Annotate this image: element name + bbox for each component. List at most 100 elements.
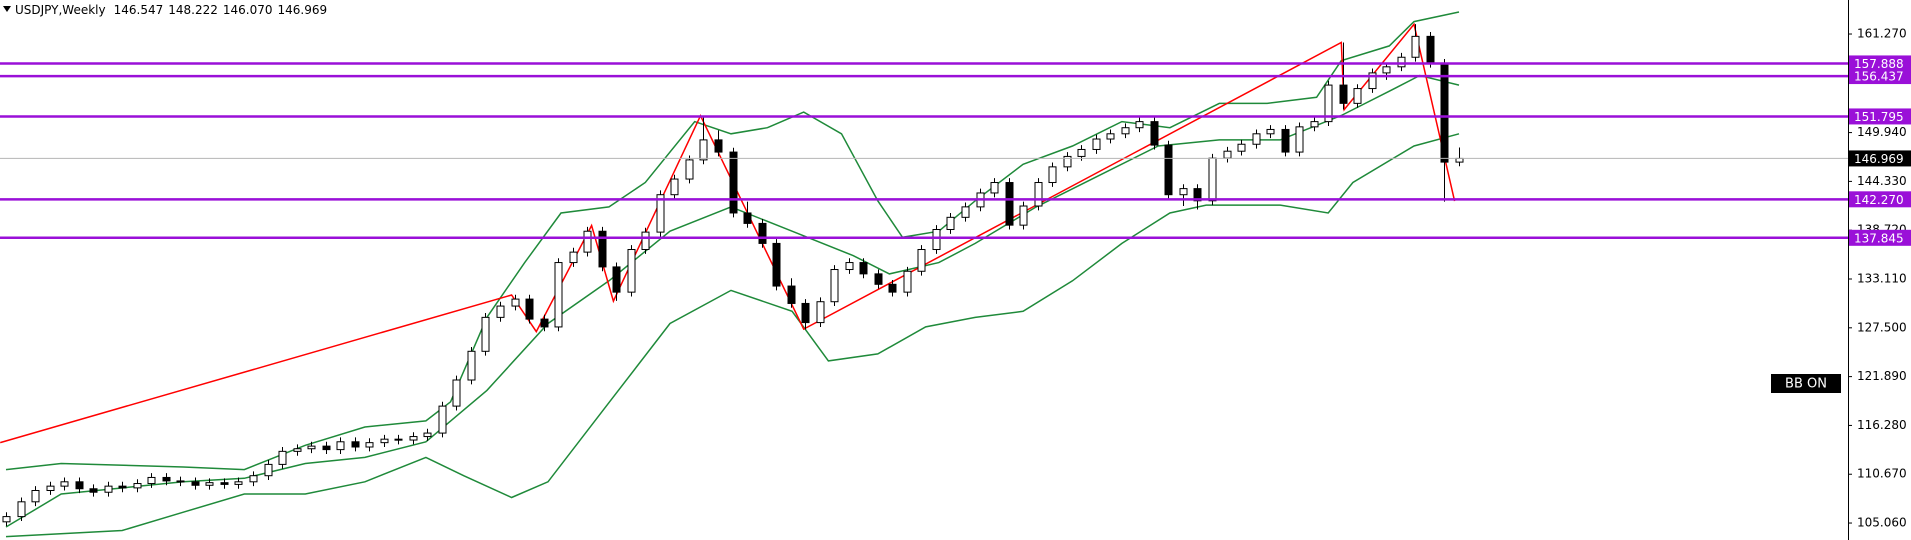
header-open: 146.547 — [114, 3, 164, 17]
candle-body — [540, 318, 549, 328]
candle-body — [1382, 66, 1391, 74]
candle-body — [1266, 128, 1275, 135]
candle-body — [932, 229, 941, 251]
candle-body — [467, 350, 476, 381]
candle-body — [394, 438, 403, 441]
candle-body — [1397, 56, 1406, 68]
price-axis: 161.270149.940144.330138.720133.110127.5… — [1848, 0, 1907, 540]
candle-body — [670, 178, 679, 196]
candle-body — [409, 436, 418, 441]
candle-body — [249, 475, 258, 483]
candle-body — [176, 480, 185, 483]
candle-body — [1208, 157, 1217, 202]
candle-body — [205, 482, 214, 486]
header-text: USDJPY,Weekly 146.547 148.222 146.070 146.96… — [15, 3, 327, 17]
candle-body — [2, 516, 11, 523]
bollinger-band — [5, 74, 1460, 528]
y-tick-label: 116.280 — [1857, 418, 1907, 432]
candle-body — [961, 206, 970, 218]
candle-body — [46, 485, 55, 491]
bollinger-band — [5, 11, 1460, 471]
level-label: 142.270 — [1854, 193, 1904, 207]
header: USDJPY,Weekly 146.547 148.222 146.070 146.96… — [3, 3, 327, 17]
level-label: 157.888 — [1854, 57, 1904, 71]
header-close: 146.969 — [277, 3, 327, 17]
candle-body — [147, 476, 156, 485]
candle-body — [758, 222, 767, 244]
candle-body — [830, 269, 839, 303]
candle-body — [816, 301, 825, 324]
candle-body — [1339, 84, 1348, 104]
candle-body — [612, 266, 621, 293]
menu-arrow[interactable] — [3, 6, 11, 12]
candle-body — [481, 316, 490, 352]
candle-body — [1019, 205, 1028, 226]
candle-body — [1135, 121, 1144, 129]
y-tick-label: 127.500 — [1857, 320, 1907, 334]
candle-body — [1223, 150, 1232, 159]
candle-body — [1106, 133, 1115, 140]
candle-body — [525, 298, 534, 320]
candle-body — [60, 481, 69, 487]
y-tick-label: 161.270 — [1857, 27, 1907, 41]
y-tick-label: 133.110 — [1857, 272, 1907, 286]
candle-body — [656, 194, 665, 233]
candle-body — [1077, 148, 1086, 157]
candle-body — [1252, 133, 1261, 145]
candle-body — [1034, 182, 1043, 207]
candle-body — [1164, 144, 1173, 196]
candle-body — [118, 485, 127, 489]
candle-body — [743, 212, 752, 224]
candle-body — [1092, 138, 1101, 150]
candle-body — [917, 249, 926, 272]
candle-body — [874, 273, 883, 285]
header-high: 148.222 — [168, 3, 218, 17]
candle-body — [1281, 128, 1290, 153]
candle-body — [598, 230, 607, 268]
candle-body — [801, 302, 810, 324]
candle-body — [278, 450, 287, 465]
candle-body — [1005, 182, 1014, 226]
candle-body — [162, 476, 171, 482]
level-label-box — [1849, 229, 1911, 246]
candle-body — [685, 159, 694, 180]
candle-body — [423, 432, 432, 438]
candle-body — [641, 231, 650, 251]
candle-body — [496, 305, 505, 318]
candle-body — [1426, 35, 1435, 64]
candle-body — [1193, 188, 1202, 202]
candle-body — [293, 448, 302, 452]
candle-body — [104, 485, 113, 493]
candle-body — [1179, 188, 1188, 196]
candle-body — [511, 298, 520, 307]
candle-body — [336, 441, 345, 451]
candle-body — [1295, 126, 1304, 153]
y-tick-label: 110.670 — [1857, 467, 1907, 481]
candle-body — [990, 182, 999, 194]
candle-body — [307, 445, 316, 450]
level-label: 156.437 — [1854, 70, 1904, 84]
candle-body — [89, 488, 98, 493]
level-label: 137.845 — [1854, 231, 1904, 245]
candle-body — [264, 463, 273, 477]
level-label-box — [1849, 68, 1911, 85]
y-tick-label: 149.940 — [1857, 125, 1907, 139]
candle-body — [845, 262, 854, 271]
candle-body — [1411, 35, 1420, 58]
plot-area — [0, 11, 1848, 538]
header-low: 146.070 — [223, 3, 273, 17]
candle-body — [1150, 121, 1159, 146]
candle-body — [1121, 127, 1130, 135]
candle-body — [946, 216, 955, 231]
candle-body — [380, 438, 389, 444]
candle-body — [220, 482, 229, 485]
candle-body — [31, 489, 40, 503]
badge-text: BB ON — [1785, 377, 1827, 392]
candle-body — [17, 501, 26, 518]
symbol: USDJPY,Weekly — [15, 3, 106, 17]
candle-body — [1353, 88, 1362, 104]
candle-body — [554, 262, 563, 328]
level-label-box — [1849, 55, 1911, 72]
